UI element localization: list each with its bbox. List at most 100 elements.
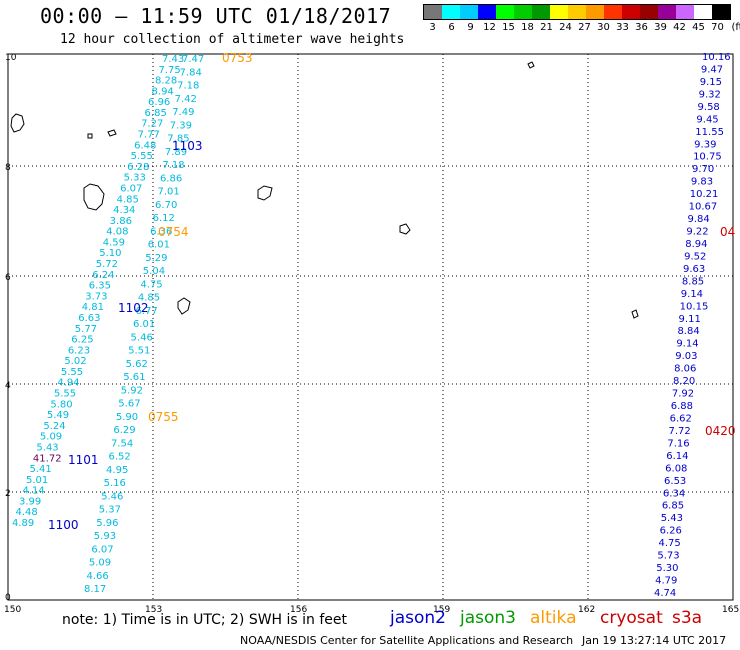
- swh-label-track-c: 9.14: [676, 339, 698, 350]
- swh-label-track-a: 4.14: [22, 486, 44, 497]
- swh-label-track-b: 7.01: [158, 187, 180, 198]
- swh-label-track-c: 9.22: [686, 227, 708, 238]
- swh-label-track-a: 5.41: [29, 464, 51, 475]
- swh-label-track-a: 6.24: [92, 270, 114, 281]
- swh-label-track-a: 4.94: [57, 378, 79, 389]
- legend-altika: altika: [530, 608, 577, 628]
- colorbar-swatch: [496, 5, 514, 19]
- swh-label-track-a: 6.07: [120, 183, 142, 194]
- swh-label-track-a: 4.08: [106, 227, 128, 238]
- colorbar-swatch: [424, 5, 442, 19]
- colorbar-label: 9: [467, 22, 474, 33]
- swh-label-track-a: 4.89: [12, 518, 34, 529]
- legend-cryosat: cryosat: [600, 608, 663, 628]
- swh-label-track-a: 3.99: [19, 496, 41, 507]
- swh-label-track-c: 10.75: [693, 152, 722, 163]
- swh-label-track-a: 5.09: [40, 432, 62, 443]
- swh-label-track-b: 5.61: [123, 372, 145, 383]
- swh-label-track-c: 4.74: [654, 588, 676, 599]
- swh-label-track-c: 7.72: [669, 426, 691, 437]
- island-outline: [257, 185, 273, 201]
- swh-label-track-c: 10.67: [689, 202, 718, 213]
- swh-label-track-c: 8.94: [685, 239, 707, 250]
- swh-label-track-a: 4.85: [117, 194, 139, 205]
- swh-label-track-c: 8.85: [682, 276, 704, 287]
- swh-label-track-a: 8.28: [155, 76, 177, 87]
- colorbar-swatch: [550, 5, 568, 19]
- pass-time-label: 0753: [222, 51, 253, 65]
- swh-label-track-c: 9.84: [687, 214, 709, 225]
- island-outline: [177, 297, 191, 315]
- colorbar-swatch: [514, 5, 532, 19]
- colorbar-label: (ft): [731, 22, 740, 33]
- credit-date: Jan 19 13:27:14 UTC 2017: [582, 634, 727, 647]
- swh-label-track-a: 5.24: [43, 421, 65, 432]
- swh-label-track-b: 6.86: [160, 173, 182, 184]
- swh-label-track-b: 5.46: [101, 491, 123, 502]
- x-tick-label: 162: [578, 605, 595, 615]
- swh-label-track-c: 9.15: [700, 77, 722, 88]
- swh-label-track-a: 6.48: [134, 140, 156, 151]
- pass-time-label: 04: [720, 225, 735, 239]
- pass-time-label: 1102: [118, 301, 149, 315]
- swh-label-track-c: 6.08: [665, 463, 687, 474]
- swh-label-track-b: 6.01: [148, 240, 170, 251]
- x-tick-label: 156: [290, 605, 307, 615]
- swh-label-track-a: 5.43: [36, 442, 58, 453]
- swh-label-track-a: 6.28: [127, 162, 149, 173]
- x-tick-label: 150: [4, 605, 21, 615]
- swh-label-track-a: 6.85: [145, 108, 167, 119]
- colorbar-swatch: [622, 5, 640, 19]
- swh-label-track-b: 7.18: [162, 160, 184, 171]
- island-outline: [399, 223, 411, 235]
- swh-label-track-b: 7.54: [111, 438, 133, 449]
- pass-time-label: 1101: [68, 453, 99, 467]
- colorbar-label: 36: [635, 22, 648, 33]
- swh-label-track-c: 5.43: [661, 513, 683, 524]
- swh-label-track-b: 6.52: [109, 452, 131, 463]
- swh-label-track-a: 5.01: [26, 475, 48, 486]
- x-tick-label: 159: [433, 605, 450, 615]
- swh-label-track-c: 6.85: [662, 501, 684, 512]
- page-title: 00:00 – 11:59 UTC 01/18/2017: [40, 4, 392, 28]
- swh-label-track-b: 4.75: [140, 279, 162, 290]
- y-tick-label: 2: [5, 489, 11, 499]
- colorbar-swatch: [586, 5, 604, 19]
- colorbar-label: 30: [597, 22, 610, 33]
- colorbar-swatch: [640, 5, 658, 19]
- swh-label-track-b: 5.90: [116, 412, 138, 423]
- credit-text: NOAA/NESDIS Center for Satellite Applica…: [240, 634, 574, 647]
- swh-label-track-a: 41.72: [33, 453, 62, 464]
- swh-label-track-a: 5.72: [96, 259, 118, 270]
- colorbar-label: 15: [502, 22, 515, 33]
- swh-label-track-b: 5.16: [104, 478, 126, 489]
- colorbar-swatch: [442, 5, 460, 19]
- pass-time-label: 1100: [48, 518, 79, 532]
- swh-label-track-a: 5.77: [75, 324, 97, 335]
- pass-time-label: 0420: [705, 424, 736, 438]
- swh-label-track-b: 5.62: [126, 359, 148, 370]
- x-tick-label: 165: [722, 605, 739, 615]
- swh-label-track-b: 6.12: [153, 213, 175, 224]
- swh-label-track-a: 6.63: [78, 313, 100, 324]
- swh-label-track-a: 4.81: [82, 302, 104, 313]
- swh-label-track-a: 7.43: [162, 54, 184, 65]
- colorbar-label: 21: [540, 22, 553, 33]
- colorbar-swatch: [604, 5, 622, 19]
- swh-label-track-c: 5.73: [657, 551, 679, 562]
- colorbar-label: 18: [521, 22, 534, 33]
- swh-label-track-c: 6.88: [671, 401, 693, 412]
- swh-label-track-a: 4.34: [113, 205, 135, 216]
- swh-label-track-b: 5.46: [131, 332, 153, 343]
- swh-label-track-c: 4.75: [658, 538, 680, 549]
- swh-label-track-c: 8.84: [677, 326, 699, 337]
- swh-label-track-c: 7.16: [667, 438, 689, 449]
- colorbar: [423, 4, 731, 20]
- legend-jason3: jason3: [460, 608, 516, 628]
- island-outline: [527, 61, 535, 69]
- swh-label-track-c: 8.20: [673, 376, 695, 387]
- swh-label-track-b: 5.09: [89, 558, 111, 569]
- swh-label-track-a: 3.73: [85, 291, 107, 302]
- swh-label-track-b: 7.47: [182, 54, 204, 65]
